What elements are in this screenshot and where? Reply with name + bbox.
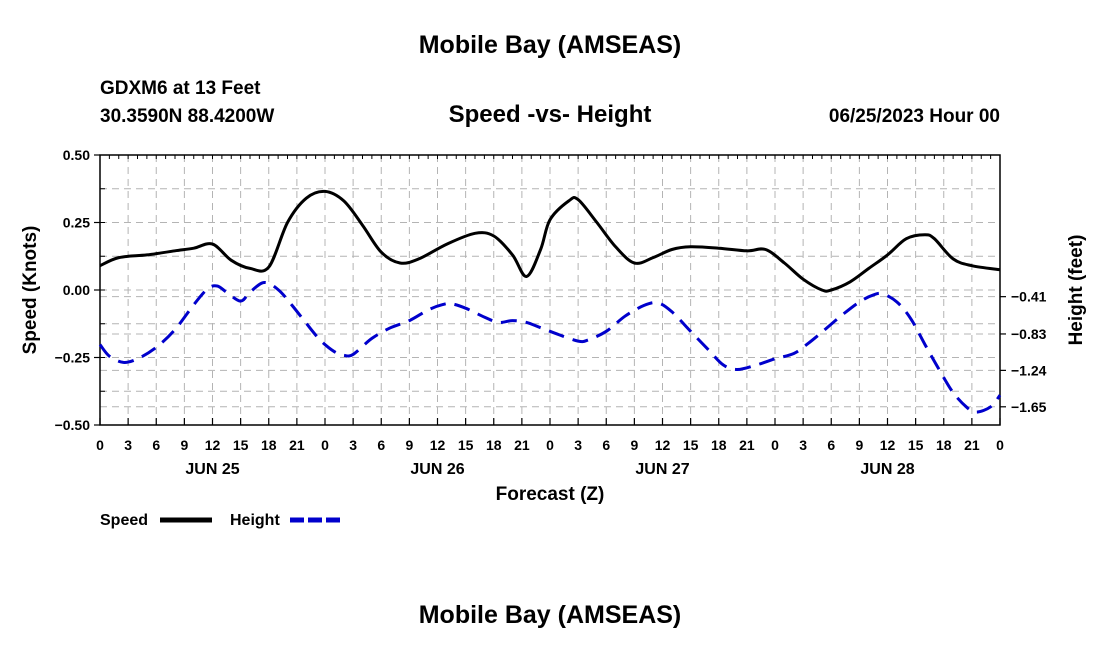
series-line-speed	[99, 189, 1001, 293]
speed-height-chart: 0.50 0.25 0.00 −0.25 −0.50 −0.41 −0.83 −1.24 −1.…	[20, 147, 1087, 529]
y2-tick-label: −1.65	[1011, 399, 1047, 415]
y2-tick-label: −0.83	[1011, 326, 1047, 342]
x-tick-label: 21	[964, 437, 980, 453]
x-tick-label: 3	[124, 437, 132, 453]
x-tick-label: 12	[655, 437, 671, 453]
x-date-label: JUN 27	[635, 461, 689, 478]
y-tick-label: −0.50	[55, 417, 91, 433]
x-tick-label: 18	[936, 437, 952, 453]
x-tick-label: 18	[711, 437, 727, 453]
x-tick-label: 15	[233, 437, 249, 453]
legend-label-speed: Speed	[100, 512, 148, 529]
series-line-height	[98, 280, 1002, 414]
x-tick-label: 3	[349, 437, 357, 453]
y-tick-label: 0.00	[63, 282, 90, 298]
y2-tick-label: −1.24	[1011, 362, 1047, 378]
y-tick-label: 0.50	[63, 147, 90, 163]
x-tick-label: 6	[152, 437, 160, 453]
x-tick-label: 6	[827, 437, 835, 453]
coordinates-label: 30.3590N 88.4200W	[100, 106, 275, 127]
x-date-label: JUN 25	[185, 461, 239, 478]
x-tick-label: 15	[908, 437, 924, 453]
x-tick-label: 18	[261, 437, 277, 453]
x-tick-label: 0	[546, 437, 554, 453]
x-tick-label: 21	[739, 437, 755, 453]
x-tick-label: 6	[602, 437, 610, 453]
x-tick-label: 0	[96, 437, 104, 453]
chart-subtitle: Speed -vs- Height	[448, 101, 652, 128]
station-label: GDXM6 at 13 Feet	[100, 78, 261, 99]
x-tick-label: 3	[574, 437, 582, 453]
x-tick-label: 9	[630, 437, 638, 453]
y2-axis-label: Height (feet)	[1066, 235, 1087, 346]
y-axis-label: Speed (Knots)	[20, 226, 41, 355]
x-date-label: JUN 28	[860, 461, 914, 478]
x-tick-label: 9	[180, 437, 188, 453]
x-tick-label: 12	[430, 437, 446, 453]
x-tick-label: 6	[377, 437, 385, 453]
x-tick-label: 9	[405, 437, 413, 453]
y2-tick-label: −0.41	[1011, 289, 1047, 305]
x-axis-label: Forecast (Z)	[496, 484, 605, 505]
legend-label-height: Height	[230, 512, 280, 529]
x-tick-label: 3	[799, 437, 807, 453]
chart-title: Mobile Bay (AMSEAS)	[418, 31, 682, 59]
footer-title: Mobile Bay (AMSEAS)	[418, 601, 682, 629]
x-tick-label: 12	[205, 437, 221, 453]
y-tick-label: −0.25	[55, 350, 91, 366]
x-tick-label: 21	[289, 437, 305, 453]
forecast-datetime: 06/25/2023 Hour 00	[828, 106, 1000, 127]
x-tick-label: 9	[855, 437, 863, 453]
x-tick-label: 21	[514, 437, 530, 453]
y-tick-label: 0.25	[63, 215, 90, 231]
x-tick-label: 0	[321, 437, 329, 453]
x-tick-label: 15	[683, 437, 699, 453]
x-tick-label: 15	[458, 437, 474, 453]
x-tick-label: 0	[771, 437, 779, 453]
x-date-label: JUN 26	[410, 461, 464, 478]
x-tick-label: 18	[486, 437, 502, 453]
x-tick-label: 12	[880, 437, 896, 453]
x-tick-label: 0	[996, 437, 1004, 453]
